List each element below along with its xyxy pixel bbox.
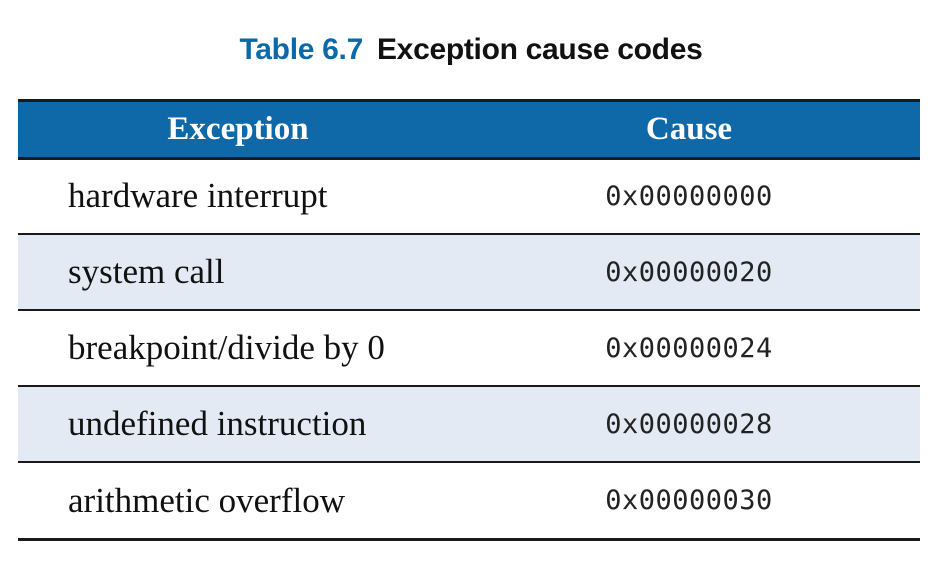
header-cause: Cause <box>458 102 920 160</box>
cause-cell: 0x00000024 <box>458 309 920 386</box>
exception-cell: undefined instruction <box>18 385 458 462</box>
cause-cell: 0x00000030 <box>458 461 920 538</box>
cause-cell: 0x00000028 <box>458 385 920 462</box>
table-row: hardware interrupt 0x00000000 <box>18 158 920 234</box>
header-exception: Exception <box>18 102 458 160</box>
exception-cell: hardware interrupt <box>68 176 328 216</box>
table-body: hardware interrupt 0x00000000 system cal… <box>18 158 920 538</box>
table-container: Exception Cause hardware interrupt 0x000… <box>18 99 920 541</box>
exception-cell: system call <box>18 233 458 310</box>
table-row: breakpoint/divide by 0 0x00000024 <box>18 309 920 386</box>
table-header: Exception Cause <box>18 102 920 160</box>
cause-cell: 0x00000000 <box>605 180 773 212</box>
cause-cell: 0x00000020 <box>458 233 920 310</box>
table-row: arithmetic overflow 0x00000030 <box>18 461 920 538</box>
exception-cause-table: Exception Cause hardware interrupt 0x000… <box>18 102 920 538</box>
table-title: Exception cause codes <box>376 33 703 66</box>
exception-cell: arithmetic overflow <box>18 461 458 538</box>
table-number: Table 6.7 <box>239 33 364 66</box>
exception-cell: breakpoint/divide by 0 <box>18 309 458 386</box>
table-caption: Table 6.7 Exception cause codes <box>0 30 942 70</box>
table-row: undefined instruction 0x00000028 <box>18 385 920 462</box>
header-row: Exception Cause <box>18 102 920 160</box>
table-row: system call 0x00000020 <box>18 233 920 310</box>
